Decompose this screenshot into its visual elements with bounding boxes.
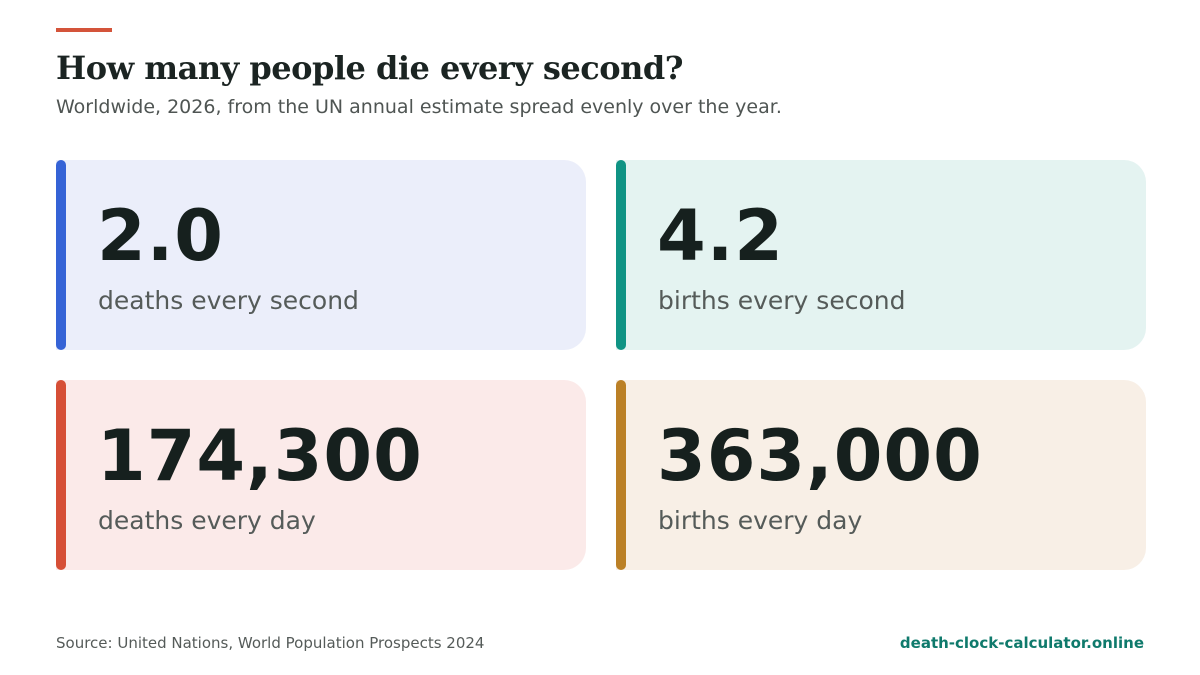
stat-value: 4.2 — [657, 195, 785, 277]
stat-card-deaths-per-day: 174,300 deaths every day — [56, 380, 586, 570]
title-accent-rule — [56, 28, 112, 32]
stat-card-deaths-per-second: 2.0 deaths every second — [56, 160, 586, 350]
stat-value: 174,300 — [97, 415, 423, 497]
site-link[interactable]: death-clock-calculator.online — [899, 634, 1144, 652]
stat-label: deaths every day — [98, 506, 316, 535]
stat-card-accent-bar — [616, 160, 626, 350]
stat-label: births every day — [658, 506, 863, 535]
stat-card-births-per-second: 4.2 births every second — [616, 160, 1146, 350]
stat-card-accent-bar — [56, 380, 66, 570]
stat-value: 2.0 — [97, 195, 225, 277]
stat-card-births-per-day: 363,000 births every day — [616, 380, 1146, 570]
stat-card-accent-bar — [56, 160, 66, 350]
page-subtitle: Worldwide, 2026, from the UN annual esti… — [56, 96, 782, 118]
page-title: How many people die every second? — [56, 49, 684, 87]
stat-card-accent-bar — [616, 380, 626, 570]
stat-label: deaths every second — [98, 286, 359, 315]
stat-value: 363,000 — [657, 415, 983, 497]
stat-label: births every second — [658, 286, 906, 315]
source-note: Source: United Nations, World Population… — [56, 634, 485, 652]
